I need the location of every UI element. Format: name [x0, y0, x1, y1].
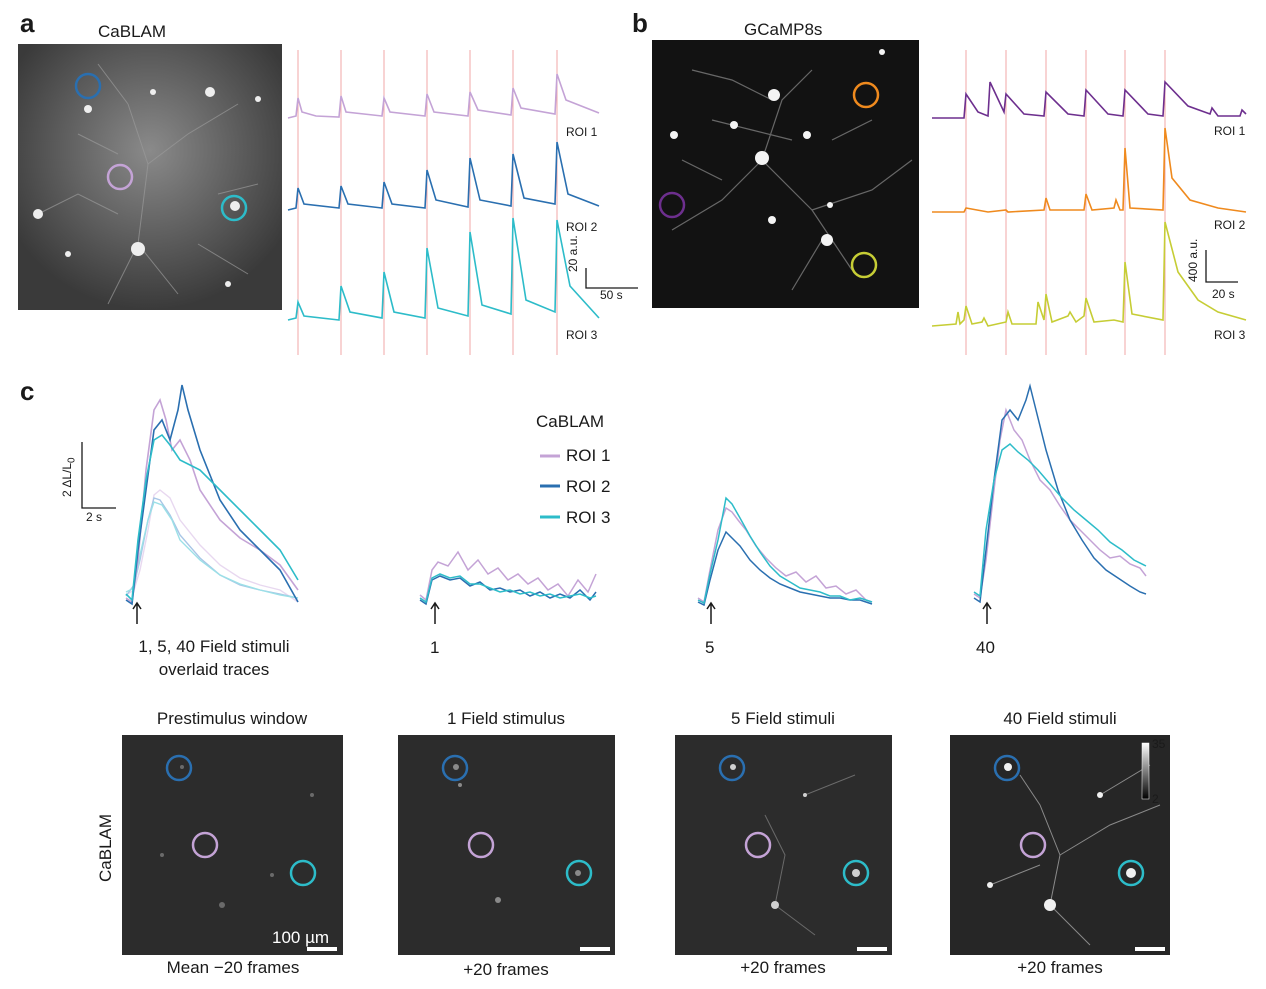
traces-5-stimuli	[697, 496, 873, 607]
image-title-1-stimulus: 1 Field stimulus	[446, 709, 566, 728]
stim-label-5: 5	[705, 638, 715, 657]
legend-title: CaBLAM	[536, 412, 605, 431]
stim-arrow-5	[706, 601, 716, 624]
image-title-5-stimuli: 5 Field stimuli	[731, 709, 835, 728]
legend-swatches	[540, 454, 560, 519]
panel-b-roi-1-label: ROI 1	[1214, 124, 1246, 138]
legend-item-roi-1: ROI 1	[566, 446, 611, 465]
panel-b-scale-y: 400 a.u.	[1186, 238, 1200, 282]
gcamp-roi-marker-purple	[658, 191, 686, 219]
legend-item-roi-2: ROI 2	[566, 477, 611, 496]
stim-label-40: 40	[976, 638, 995, 657]
gcamp-roi-marker-yellow	[850, 251, 878, 279]
overlay-caption-line-1: 1, 5, 40 Field stimuli	[138, 637, 290, 656]
overlay-caption-line-2: overlaid traces	[158, 660, 270, 679]
stim-arrow-1	[430, 601, 440, 624]
stim-arrow-overlay	[132, 601, 142, 624]
cablam-micrograph	[18, 44, 282, 310]
roi-marker-cyan	[220, 194, 248, 222]
panel-b-traces	[931, 50, 1247, 355]
legend-item-roi-3: ROI 3	[566, 508, 611, 527]
panel-b-scale-x: 20 s	[1212, 287, 1235, 301]
stim-arrow-40	[982, 601, 992, 624]
colorbar-max: 35	[1152, 737, 1166, 751]
scalebar-label: 100 µm	[272, 928, 330, 947]
panel-b-image-title: GCaMP8s	[744, 20, 823, 39]
stim-label-1: 1	[430, 638, 440, 657]
image-title-40-stimuli: 40 Field stimuli	[1003, 709, 1117, 728]
roi-marker-lilac	[106, 163, 134, 191]
image-1-stimulus	[398, 735, 615, 955]
traces-40-stimuli	[973, 383, 1147, 604]
caption-40-stimuli: +20 frames	[1017, 958, 1103, 977]
panel-c-scale-bar	[81, 442, 116, 509]
panel-a-image-title: CaBLAM	[98, 22, 167, 41]
panel-b-roi-2-label: ROI 2	[1214, 218, 1246, 232]
panel-a-roi-2-label: ROI 2	[566, 220, 598, 234]
caption-prestimulus: Mean −20 frames	[166, 958, 300, 977]
panel-b-roi-3-label: ROI 3	[1214, 328, 1246, 342]
panel-a-roi-3-label: ROI 3	[566, 328, 598, 342]
colorbar-min: 2	[1152, 792, 1159, 806]
panel-c-scale-x: 2 s	[86, 510, 103, 524]
row-label-cablam: CaBLAM	[96, 813, 115, 882]
panel-c-scale-y: 2 ΔL/L0	[60, 457, 78, 497]
panel-a-scale-y: 20 a.u.	[566, 235, 580, 272]
caption-1-stimulus: +20 frames	[463, 960, 549, 979]
panel-a-roi-1-label: ROI 1	[566, 125, 598, 139]
panel-a-scale-x: 50 s	[600, 288, 623, 302]
image-title-prestimulus: Prestimulus window	[156, 709, 308, 728]
roi-1-marker-blue	[74, 72, 102, 100]
colorbar	[1141, 742, 1150, 800]
panel-a-traces	[287, 50, 638, 355]
panel-letter-a: a	[20, 8, 35, 38]
image-5-stimuli	[675, 735, 892, 955]
image-40-stimuli	[950, 735, 1170, 955]
image-prestimulus	[122, 735, 343, 955]
panel-letter-c: c	[20, 376, 35, 406]
overlaid-traces	[125, 384, 299, 606]
caption-5-stimuli: +20 frames	[740, 958, 826, 977]
traces-1-stimulus	[419, 550, 597, 606]
gcamp-roi-marker-orange	[852, 81, 880, 109]
gcamp-micrograph	[652, 40, 919, 308]
panel-letter-b: b	[632, 8, 648, 38]
